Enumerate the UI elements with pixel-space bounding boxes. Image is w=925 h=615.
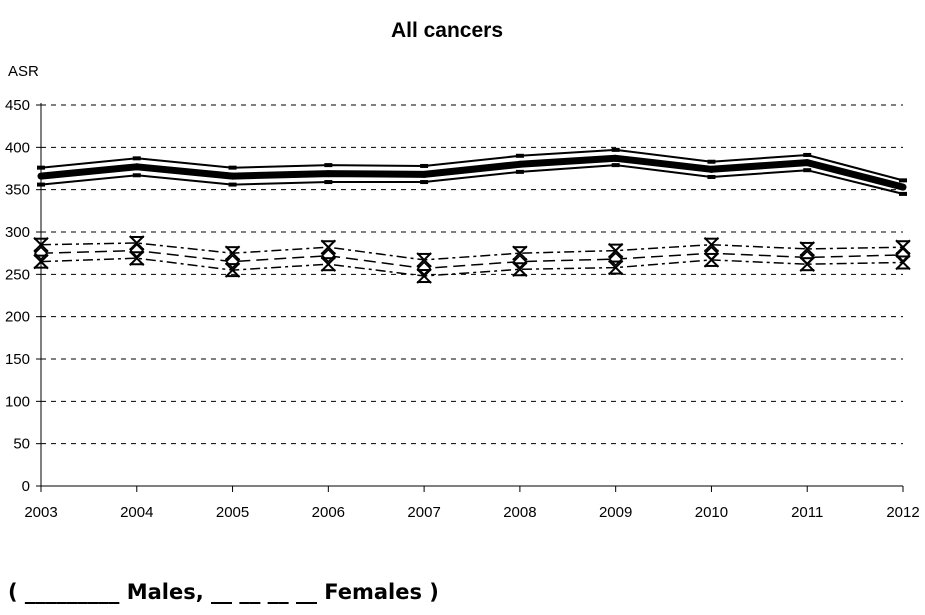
data-point-females-lower xyxy=(129,250,145,266)
data-point-males-lower xyxy=(132,173,141,178)
series-line-males-upper xyxy=(40,148,904,182)
data-point-females-lower xyxy=(703,252,720,268)
series-line-males-estimate xyxy=(40,154,904,191)
data-point-males-lower xyxy=(37,182,45,187)
data-point-males-lower xyxy=(611,163,620,168)
data-point-males-lower xyxy=(324,180,333,185)
y-tick-label: 150 xyxy=(5,351,30,368)
data-point-males-upper xyxy=(420,163,429,168)
series-lines xyxy=(40,148,904,277)
data-point-females-upper xyxy=(224,245,241,261)
data-point-females-lower xyxy=(224,262,241,278)
data-point-males-estimate xyxy=(420,170,428,178)
data-point-females-lower xyxy=(799,256,815,272)
y-tick-label: 300 xyxy=(5,224,30,241)
data-point-males-lower xyxy=(228,182,237,187)
data-point-females-lower xyxy=(416,268,432,284)
data-point-females-lower xyxy=(33,253,49,270)
data-point-females-lower xyxy=(512,261,528,277)
data-point-males-estimate xyxy=(612,154,620,162)
data-point-males-lower xyxy=(803,168,812,173)
x-tick-label: 2008 xyxy=(503,504,536,521)
tick-labels: 0 50 100 150 200 250 300 350 400 450 2003 2004 2005 2… xyxy=(5,97,920,521)
data-point-males-estimate xyxy=(37,172,45,180)
series-line-males-lower xyxy=(40,164,904,195)
data-point-males-upper xyxy=(707,159,716,164)
y-tick-label: 350 xyxy=(5,182,30,199)
data-point-males-upper xyxy=(37,165,45,170)
data-point-females-lower xyxy=(320,256,337,272)
series-line-females-estimate xyxy=(40,249,904,270)
data-point-males-estimate xyxy=(516,160,524,168)
y-tick-label: 450 xyxy=(5,97,30,114)
data-point-females-estimate xyxy=(512,254,527,269)
series-line-females-upper xyxy=(40,242,904,261)
data-point-males-upper xyxy=(899,178,907,183)
data-point-females-estimate xyxy=(417,261,432,276)
data-point-males-upper xyxy=(132,156,141,161)
x-tick-label: 2005 xyxy=(216,504,249,521)
data-point-males-estimate xyxy=(229,172,237,180)
data-point-males-lower xyxy=(707,174,716,179)
data-point-males-lower xyxy=(420,180,429,185)
data-point-males-lower xyxy=(515,169,524,174)
data-point-males-estimate xyxy=(707,165,715,173)
x-tick-label: 2006 xyxy=(312,504,345,521)
x-tick-label: 2010 xyxy=(695,504,728,521)
data-point-females-estimate xyxy=(895,247,911,262)
data-point-males-estimate xyxy=(324,170,332,178)
data-point-males-estimate xyxy=(133,163,141,171)
y-tick-label: 250 xyxy=(5,266,30,283)
data-point-males-lower xyxy=(899,191,907,196)
x-tick-label: 2012 xyxy=(886,504,919,521)
series-markers xyxy=(33,147,911,284)
x-tick-label: 2011 xyxy=(791,504,823,521)
data-point-males-upper xyxy=(611,147,620,152)
data-point-females-lower xyxy=(607,259,624,276)
y-axis-label: ASR xyxy=(8,63,39,80)
x-tick-label: 2007 xyxy=(407,504,440,521)
y-tick-label: 400 xyxy=(5,139,30,156)
chart-title: All cancers xyxy=(391,19,503,42)
y-tick-label: 100 xyxy=(5,393,30,410)
y-tick-label: 200 xyxy=(5,309,30,326)
data-point-males-upper xyxy=(803,152,812,157)
data-point-males-upper xyxy=(515,153,524,158)
data-point-males-estimate xyxy=(803,159,811,167)
data-point-females-upper xyxy=(33,236,49,253)
data-point-females-estimate xyxy=(129,243,144,258)
data-point-females-lower xyxy=(895,254,911,271)
y-tick-label: 50 xyxy=(13,436,30,453)
data-point-males-upper xyxy=(228,165,237,170)
x-tick-label: 2004 xyxy=(120,504,153,521)
data-point-males-upper xyxy=(324,163,333,168)
y-tick-label: 0 xyxy=(22,478,30,495)
data-point-males-estimate xyxy=(899,183,907,191)
x-tick-label: 2009 xyxy=(599,504,632,521)
x-tick-label: 2003 xyxy=(24,504,57,521)
series-line-females-lower xyxy=(40,257,904,277)
legend-caption: ( _________ Males, __ __ __ __ Females ) xyxy=(8,580,439,604)
gridlines xyxy=(41,104,903,445)
